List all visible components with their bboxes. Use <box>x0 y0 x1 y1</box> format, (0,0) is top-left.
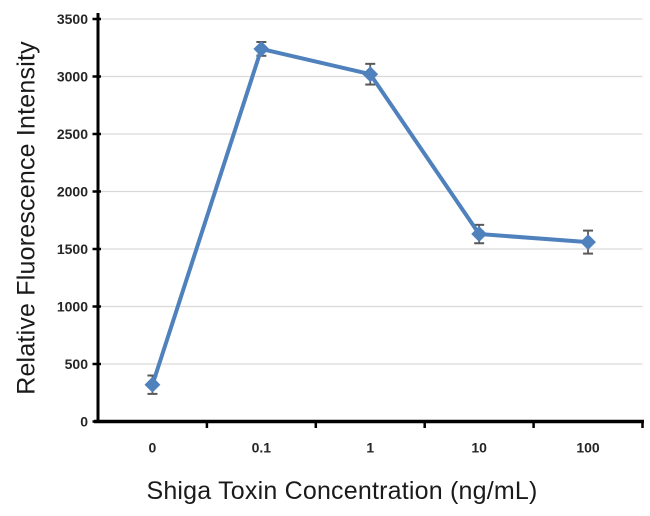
y-axis-title: Relative Fluorescence Intensity <box>12 41 41 395</box>
y-axis-tick-label: 3500 <box>57 11 88 27</box>
y-axis-tick-label: 1000 <box>57 299 88 315</box>
x-axis-tick-label: 100 <box>576 440 600 456</box>
x-axis-tick-label: 0 <box>149 440 157 456</box>
data-point-marker <box>253 40 270 57</box>
data-point-marker <box>471 226 488 242</box>
y-axis-tick-label: 2500 <box>57 126 88 142</box>
y-axis-tick-label: 3000 <box>57 69 88 85</box>
x-axis-title: Shiga Toxin Concentration (ng/mL) <box>146 477 538 505</box>
data-point-marker <box>362 66 379 83</box>
data-point-marker <box>144 376 161 393</box>
y-axis-tick-label: 0 <box>80 414 88 430</box>
y-axis-tick-label: 1500 <box>57 241 88 257</box>
x-axis-tick-label: 0.1 <box>252 440 272 456</box>
y-axis-tick-label: 2000 <box>57 184 88 200</box>
data-line <box>150 46 591 387</box>
data-point-marker <box>580 234 596 251</box>
y-axis-tick-label: 500 <box>65 356 89 372</box>
x-axis-tick-label: 1 <box>366 440 374 456</box>
x-axis-tick-label: 10 <box>471 440 487 456</box>
